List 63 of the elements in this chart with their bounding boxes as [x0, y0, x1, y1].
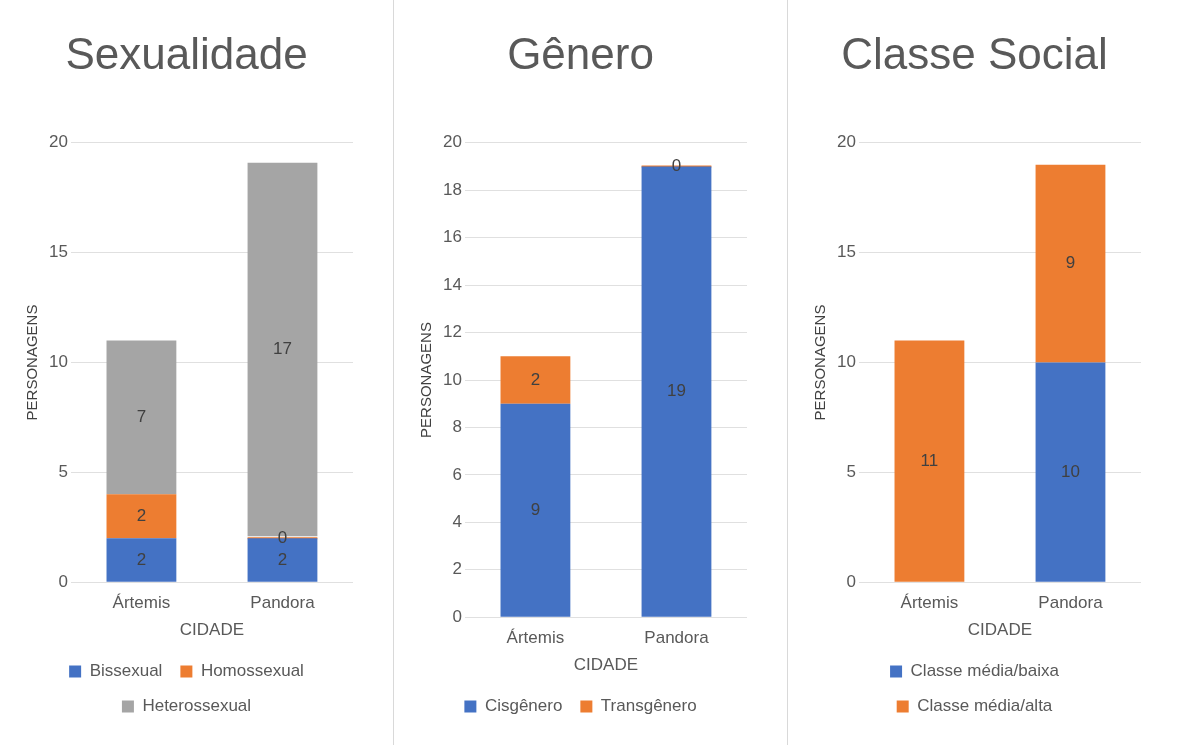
- y-tick-label: 20: [48, 132, 68, 152]
- legend-label: Classe média/baixa: [910, 661, 1060, 681]
- y-tick-label: 20: [836, 132, 856, 152]
- data-label: 17: [273, 339, 292, 359]
- chart-title: Sexualidade: [65, 28, 308, 78]
- x-tick-label: Ártemis: [112, 593, 171, 613]
- bar: [500, 403, 571, 617]
- y-tick-label: 15: [836, 242, 856, 262]
- legend-label: Homossexual: [200, 661, 304, 681]
- y-tick-label: 16: [442, 227, 462, 247]
- x-tick-label: Pandora: [250, 593, 316, 613]
- y-tick-label: 5: [846, 462, 856, 482]
- x-tick-label: Ártemis: [900, 593, 959, 613]
- y-tick-label: 10: [836, 352, 856, 372]
- y-tick-label: 14: [442, 274, 462, 294]
- y-tick-label: 4: [452, 512, 462, 532]
- bar: [106, 494, 177, 539]
- y-tick-label: 6: [452, 464, 462, 484]
- y-tick-label: 0: [846, 571, 856, 591]
- data-label: 9: [1065, 253, 1076, 273]
- legend-label: Transgênero: [600, 696, 697, 716]
- data-label: 10: [1061, 461, 1080, 481]
- y-axis-title: PERSONAGENS: [811, 304, 829, 421]
- y-tick-label: 10: [442, 369, 462, 389]
- y-tick-label: 5: [58, 462, 68, 482]
- x-tick-label: Ártemis: [506, 628, 565, 648]
- chart-title: Classe Social: [841, 28, 1108, 78]
- y-tick-label: 15: [48, 242, 68, 262]
- legend-label: Classe média/alta: [917, 696, 1053, 716]
- x-axis-title: CIDADE: [179, 620, 245, 640]
- x-tick-label: Pandora: [1038, 593, 1104, 613]
- legend-label: Heterossexual: [142, 696, 252, 716]
- y-tick-label: 18: [442, 179, 462, 199]
- data-label: 7: [136, 407, 147, 427]
- y-axis-title: PERSONAGENS: [417, 322, 435, 438]
- data-label: 2: [530, 369, 541, 389]
- bar: [894, 340, 965, 582]
- y-tick-label: 12: [442, 322, 462, 342]
- legend-label: Bissexual: [89, 661, 163, 681]
- data-label: 0: [671, 156, 682, 176]
- y-axis-title: PERSONAGENS: [23, 304, 41, 421]
- bar: [106, 340, 177, 495]
- data-label: 9: [530, 499, 541, 519]
- data-label: 2: [136, 505, 147, 525]
- y-tick-label: 0: [452, 606, 462, 626]
- data-label: 2: [136, 549, 147, 569]
- bar: [1035, 362, 1106, 582]
- y-tick-label: 2: [452, 559, 462, 579]
- legend-label: Cisgênero: [484, 696, 563, 716]
- y-tick-label: 8: [452, 417, 462, 437]
- chart-title: Gênero: [507, 28, 654, 78]
- data-label: 2: [277, 549, 288, 569]
- x-axis-title: CIDADE: [573, 655, 639, 675]
- bar: [106, 538, 177, 582]
- x-axis-title: CIDADE: [967, 620, 1033, 640]
- x-tick-label: Pandora: [644, 628, 710, 648]
- bar: [500, 356, 571, 404]
- data-label: 11: [920, 450, 939, 470]
- bar: [1035, 164, 1106, 363]
- data-label: 19: [667, 381, 686, 401]
- y-tick-label: 0: [58, 571, 68, 591]
- y-tick-label: 10: [48, 352, 68, 372]
- y-tick-label: 20: [442, 132, 462, 152]
